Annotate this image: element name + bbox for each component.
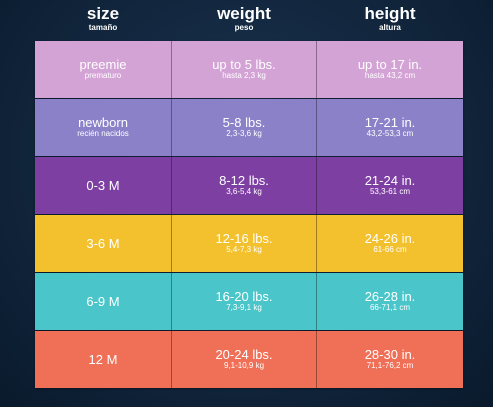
size-cell: 3-6 M [35, 215, 172, 272]
weight-cell: 8-12 lbs. 3,6-5,4 kg [172, 157, 317, 214]
header-size: size tamaño [35, 4, 171, 33]
weight-cell: up to 5 lbs. hasta 2,3 kg [172, 41, 317, 98]
height-metric: 61-66 cm [373, 245, 407, 254]
header-weight: weight peso [172, 4, 316, 33]
size-label: preemie [79, 57, 127, 72]
size-label: 12 M [88, 352, 118, 367]
height-cell: 24-26 in. 61-66 cm [317, 215, 463, 272]
header-size-title: size [86, 4, 120, 23]
size-cell: 0-3 M [35, 157, 172, 214]
table-row: 0-3 M 8-12 lbs. 3,6-5,4 kg 21-24 in. 53,… [35, 157, 463, 214]
size-label: 0-3 M [86, 178, 120, 193]
size-cell: preemie prematuro [35, 41, 172, 98]
height-imperial: 17-21 in. [364, 115, 416, 130]
weight-imperial: 5-8 lbs. [222, 115, 266, 130]
table-row: preemie prematuro up to 5 lbs. hasta 2,3… [35, 41, 463, 98]
weight-metric: 7,3-9,1 kg [226, 303, 262, 312]
size-cell: 6-9 M [35, 273, 172, 330]
height-cell: 26-28 in. 66-71,1 cm [317, 273, 463, 330]
height-metric: hasta 43,2 cm [364, 71, 416, 80]
weight-cell: 12-16 lbs. 5,4-7,3 kg [172, 215, 317, 272]
height-cell: 21-24 in. 53,3-61 cm [317, 157, 463, 214]
height-imperial: 28-30 in. [364, 347, 416, 362]
size-label-es: recién nacidos [77, 129, 129, 138]
height-imperial: up to 17 in. [357, 57, 423, 72]
header-height: height altura [317, 4, 463, 33]
weight-imperial: 20-24 lbs. [215, 347, 273, 362]
table-row: 6-9 M 16-20 lbs. 7,3-9,1 kg 26-28 in. 66… [35, 273, 463, 330]
header-weight-title: weight [217, 4, 271, 23]
table-row: 3-6 M 12-16 lbs. 5,4-7,3 kg 24-26 in. 61… [35, 215, 463, 272]
weight-metric: 5,4-7,3 kg [226, 245, 262, 254]
size-cell: 12 M [35, 331, 172, 388]
weight-imperial: up to 5 lbs. [212, 57, 276, 72]
height-cell: 17-21 in. 43,2-53,3 cm [317, 99, 463, 156]
table-row: newborn recién nacidos 5-8 lbs. 2,3-3,6 … [35, 99, 463, 156]
size-label: newborn [78, 115, 128, 130]
header-size-subtitle: tamaño [88, 23, 118, 32]
height-metric: 66-71,1 cm [369, 303, 411, 312]
weight-cell: 16-20 lbs. 7,3-9,1 kg [172, 273, 317, 330]
height-metric: 53,3-61 cm [369, 187, 411, 196]
size-label: 6-9 M [86, 294, 120, 309]
weight-metric: 9,1-10,9 kg [223, 361, 265, 370]
weight-metric: hasta 2,3 kg [222, 71, 266, 80]
weight-imperial: 12-16 lbs. [215, 231, 273, 246]
weight-metric: 2,3-3,6 kg [226, 129, 262, 138]
weight-imperial: 8-12 lbs. [219, 173, 269, 188]
header-height-title: height [364, 4, 416, 23]
weight-cell: 20-24 lbs. 9,1-10,9 kg [172, 331, 317, 388]
weight-imperial: 16-20 lbs. [215, 289, 273, 304]
size-label-es: prematuro [84, 71, 122, 80]
table-row: 12 M 20-24 lbs. 9,1-10,9 kg 28-30 in. 71… [35, 331, 463, 388]
table-header: size tamaño weight peso height altura [0, 5, 493, 35]
height-imperial: 24-26 in. [364, 231, 416, 246]
size-label: 3-6 M [86, 236, 120, 251]
weight-cell: 5-8 lbs. 2,3-3,6 kg [172, 99, 317, 156]
size-cell: newborn recién nacidos [35, 99, 172, 156]
height-metric: 71,1-76,2 cm [366, 361, 414, 370]
header-height-subtitle: altura [379, 23, 401, 32]
height-imperial: 26-28 in. [364, 289, 416, 304]
height-imperial: 21-24 in. [364, 173, 416, 188]
weight-metric: 3,6-5,4 kg [226, 187, 262, 196]
height-metric: 43,2-53,3 cm [366, 129, 414, 138]
size-chart-table: preemie prematuro up to 5 lbs. hasta 2,3… [35, 41, 463, 389]
height-cell: up to 17 in. hasta 43,2 cm [317, 41, 463, 98]
header-weight-subtitle: peso [234, 23, 254, 32]
height-cell: 28-30 in. 71,1-76,2 cm [317, 331, 463, 388]
